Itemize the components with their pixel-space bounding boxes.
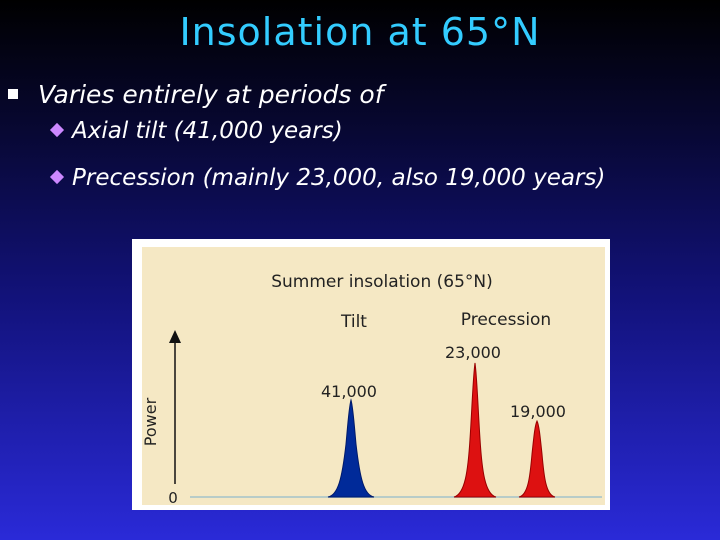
bullet-text: Varies entirely at periods of: [38, 80, 384, 109]
y-zero-label: 0: [168, 489, 178, 507]
diamond-bullet-icon: [49, 169, 65, 185]
insolation-figure: Summer insolation (65°N) Tilt Precession…: [132, 239, 610, 510]
precession-peak-23000: [453, 362, 497, 498]
peak-label-19000: 19,000: [510, 402, 566, 421]
diamond-bullet-icon: [49, 122, 65, 138]
sub-bullet-text: Precession (mainly 23,000, also 19,000 y…: [72, 165, 606, 191]
precession-label: Precession: [461, 310, 551, 330]
figure-panel: [142, 247, 605, 505]
slide-title: Insolation at 65°N: [179, 10, 541, 54]
sub-bullet-text: Axial tilt (41,000 years): [72, 118, 343, 144]
figure-title: Summer insolation (65°N): [271, 272, 493, 292]
bullet-item: Varies entirely at periods of: [8, 80, 384, 109]
y-axis-label: Power: [141, 397, 160, 446]
peak-label-41000: 41,000: [321, 382, 377, 401]
y-axis-arrow-icon: [169, 330, 181, 343]
peak-label-23000: 23,000: [445, 343, 501, 362]
sub-bullet-item: Precession (mainly 23,000, also 19,000 y…: [49, 165, 606, 191]
sub-bullet-item: Axial tilt (41,000 years): [49, 118, 343, 144]
tilt-label: Tilt: [340, 312, 367, 332]
square-bullet-icon: [8, 89, 18, 99]
precession-peak-19000: [518, 419, 556, 498]
tilt-peak: [327, 398, 375, 498]
